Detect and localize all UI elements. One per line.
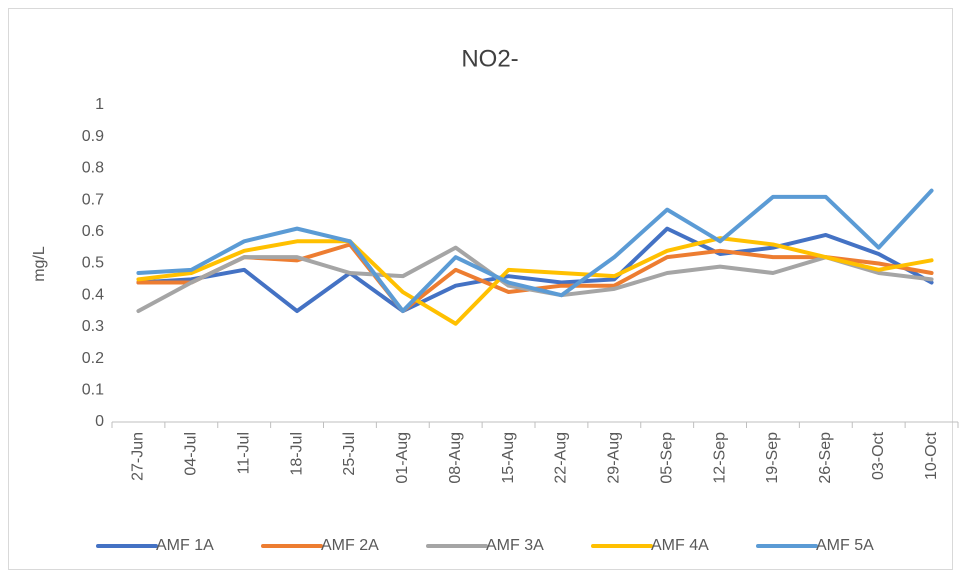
x-tick-label: 26-Sep xyxy=(817,432,834,484)
x-tick-label: 18-Jul xyxy=(288,432,305,476)
y-tick-label: 0.1 xyxy=(82,382,104,399)
x-tick-label: 08-Aug xyxy=(447,432,464,484)
y-tick-label: 0.4 xyxy=(82,286,104,303)
x-tick-label: 27-Jun xyxy=(130,432,147,481)
chart-title: NO2- xyxy=(461,45,518,72)
legend-label: AMF 5A xyxy=(816,537,874,554)
x-tick-label: 11-Jul xyxy=(235,432,252,474)
y-tick-label: 0.7 xyxy=(82,191,104,208)
x-tick-label: 12-Sep xyxy=(711,432,728,484)
y-tick-label: 0.3 xyxy=(82,318,104,335)
y-tick-label: 1 xyxy=(95,96,104,113)
x-tick-label: 22-Aug xyxy=(553,432,570,484)
legend-label: AMF 4A xyxy=(651,537,709,554)
y-tick-label: 0.8 xyxy=(82,160,104,177)
y-tick-label: 0 xyxy=(95,413,104,430)
legend-label: AMF 2A xyxy=(321,537,379,554)
series-line xyxy=(136,226,934,314)
y-axis-label: mg/L xyxy=(31,246,48,282)
y-tick-label: 0.2 xyxy=(82,350,104,367)
x-tick-label: 10-Oct xyxy=(923,431,940,480)
x-tick-label: 04-Jul xyxy=(183,432,200,476)
y-tick-label: 0.9 xyxy=(82,128,104,145)
series-line xyxy=(136,188,934,314)
chart-frame xyxy=(8,8,953,570)
y-tick-label: 0.5 xyxy=(82,255,104,272)
y-tick-label: 0.6 xyxy=(82,223,104,240)
x-tick-label: 29-Aug xyxy=(606,432,623,484)
x-tick-label: 19-Sep xyxy=(764,432,781,484)
x-tick-label: 01-Aug xyxy=(394,432,411,484)
legend-label: AMF 3A xyxy=(486,537,544,554)
x-tick-label: 25-Jul xyxy=(341,432,358,476)
x-tick-label: 05-Sep xyxy=(658,432,675,484)
x-tick-label: 15-Aug xyxy=(500,432,517,484)
x-tick-label: 03-Oct xyxy=(870,431,887,480)
series-line xyxy=(136,236,934,326)
legend-label: AMF 1A xyxy=(156,537,214,554)
